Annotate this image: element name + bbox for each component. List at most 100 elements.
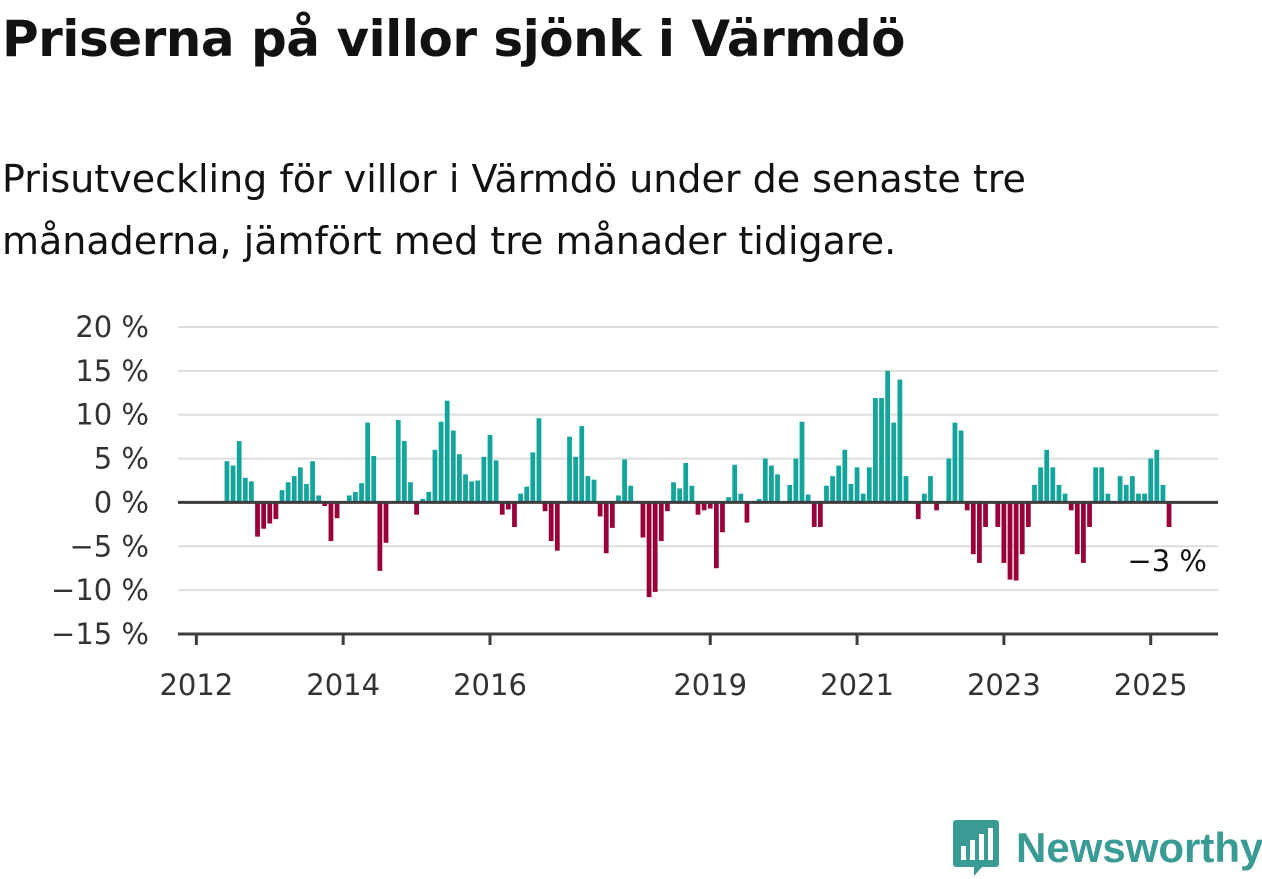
bar — [830, 476, 835, 503]
bar — [450, 430, 456, 503]
bar — [1148, 458, 1154, 503]
bar — [493, 460, 499, 503]
bar — [921, 493, 927, 503]
bar — [438, 421, 444, 503]
bar — [591, 479, 597, 503]
bar — [1154, 449, 1160, 503]
bar — [359, 483, 364, 503]
bar — [873, 398, 878, 503]
bar — [665, 502, 670, 512]
bar — [457, 454, 462, 503]
newsworthy-logo-icon — [953, 820, 999, 876]
bar — [322, 502, 328, 506]
bar — [1142, 493, 1147, 503]
bar — [983, 502, 988, 527]
bar — [304, 484, 309, 503]
bar — [365, 422, 371, 503]
bar — [249, 481, 254, 503]
y-tick-label: 5 % — [94, 442, 149, 476]
bar — [432, 449, 438, 503]
bar — [860, 493, 866, 503]
x-tick-label: 2019 — [673, 668, 747, 702]
bar — [646, 502, 652, 598]
bar — [224, 461, 230, 503]
bar — [970, 502, 976, 555]
bar — [817, 502, 823, 527]
bar — [585, 476, 591, 503]
bar — [1123, 484, 1129, 503]
bar — [567, 436, 572, 503]
bar — [701, 502, 707, 511]
x-tick-label: 2023 — [967, 668, 1041, 702]
x-tick-label: 2016 — [453, 668, 527, 702]
bar — [518, 493, 523, 503]
axes — [178, 500, 1218, 636]
bar — [946, 458, 952, 503]
bar — [934, 502, 939, 511]
bar — [1160, 484, 1166, 503]
bar — [1105, 493, 1111, 503]
chart-subtitle: Prisutveckling för villor i Värmdö under… — [2, 157, 1026, 263]
y-tick-label: −10 % — [51, 573, 149, 607]
bar — [811, 502, 817, 527]
bar — [756, 498, 762, 503]
x-axis-ticks: 2012 2014 2016 2019 2021 2023 2025 — [159, 634, 1188, 702]
bar — [622, 459, 627, 503]
bar — [1087, 502, 1092, 527]
bar — [285, 482, 291, 503]
bars — [224, 370, 1172, 598]
bar — [346, 495, 352, 503]
bar — [530, 452, 536, 503]
bar — [573, 456, 579, 503]
bar — [316, 495, 322, 503]
newsworthy-brand: Newsworthy — [952, 818, 1262, 878]
bar — [726, 497, 731, 503]
bar — [713, 502, 719, 569]
bar — [408, 482, 413, 503]
bar — [554, 502, 560, 551]
bar — [695, 502, 701, 515]
bar — [444, 400, 450, 503]
bar — [1038, 467, 1043, 503]
chart-title: Priserna på villor sjönk i Värmdö — [2, 10, 906, 68]
x-tick-label: 2025 — [1114, 668, 1188, 702]
bar — [964, 502, 970, 511]
bar — [762, 458, 768, 503]
bar — [463, 474, 468, 503]
bar — [273, 502, 279, 520]
bar — [720, 502, 725, 533]
y-tick-label: 20 % — [75, 310, 149, 344]
bar — [236, 441, 242, 503]
bar — [885, 370, 891, 503]
bar — [787, 484, 793, 503]
bar — [579, 426, 585, 503]
bar — [1068, 502, 1074, 511]
bar — [995, 502, 1001, 527]
bar — [1129, 476, 1135, 503]
y-tick-label: −15 % — [51, 617, 149, 651]
bar — [707, 502, 713, 509]
bar — [371, 455, 377, 503]
bar — [1001, 502, 1007, 563]
bar — [499, 502, 505, 515]
bar — [799, 421, 805, 503]
bar — [1025, 502, 1031, 527]
bar — [1019, 502, 1025, 555]
bar — [628, 485, 634, 503]
bar — [1032, 484, 1037, 503]
bar — [383, 502, 389, 543]
bar — [255, 502, 260, 537]
bar — [658, 502, 664, 542]
bar — [744, 502, 750, 523]
x-tick-label: 2012 — [159, 668, 233, 702]
bar — [420, 498, 426, 503]
bar — [414, 502, 419, 515]
bar — [542, 502, 548, 512]
bar — [1056, 484, 1062, 503]
bar — [1050, 467, 1056, 503]
bar — [891, 422, 897, 503]
bar — [1136, 493, 1141, 503]
bar — [261, 502, 267, 529]
bar — [1093, 467, 1099, 503]
bar — [536, 418, 542, 503]
